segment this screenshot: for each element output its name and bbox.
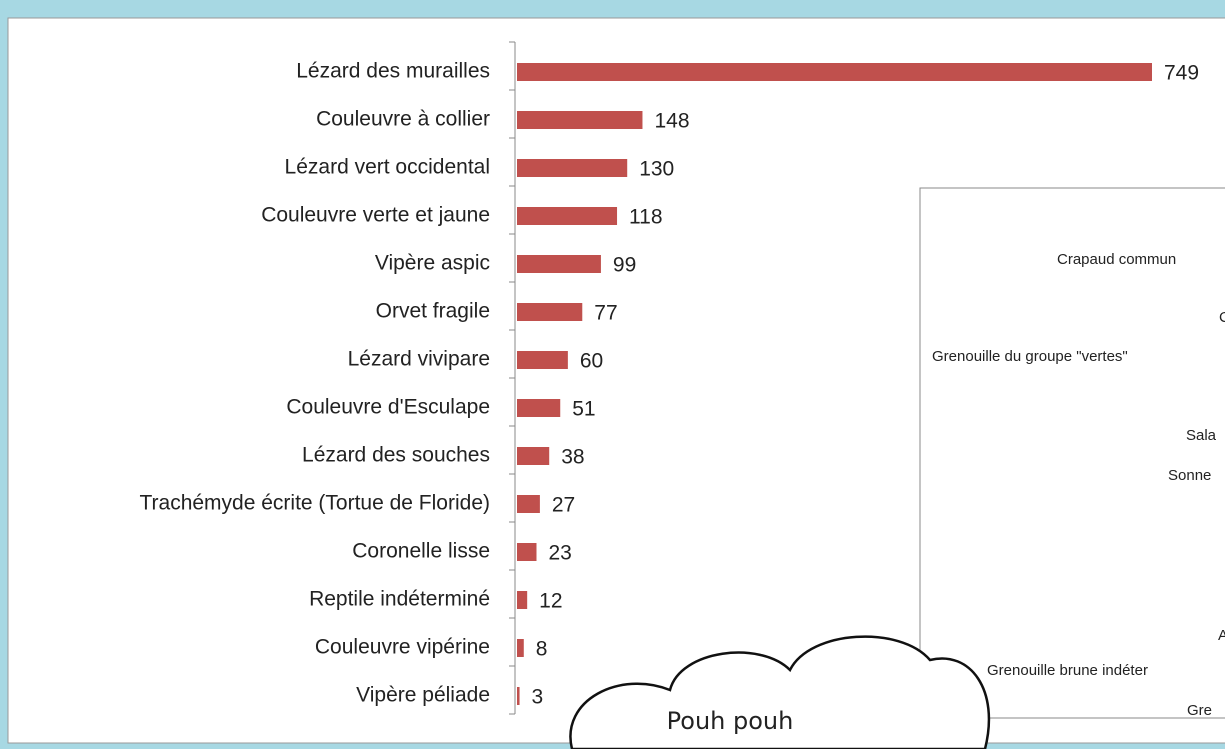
- bar: [517, 303, 582, 321]
- bar: [517, 255, 601, 273]
- bar: [517, 111, 642, 129]
- inset-label: A: [1218, 627, 1225, 644]
- bar: [517, 447, 549, 465]
- callout-text: Pouh pouh: [667, 707, 794, 735]
- inset-label: Sala: [1186, 427, 1217, 444]
- category-label: Vipère péliade: [356, 684, 490, 707]
- category-label: Lézard vivipare: [348, 348, 490, 371]
- bar: [517, 495, 540, 513]
- category-label: Trachémyde écrite (Tortue de Floride): [139, 492, 490, 515]
- category-label: Couleuvre verte et jaune: [261, 204, 490, 227]
- value-label: 12: [539, 590, 562, 613]
- value-label: 749: [1164, 62, 1199, 85]
- value-label: 60: [580, 350, 603, 373]
- category-label: Lézard des murailles: [296, 60, 490, 83]
- value-label: 23: [548, 542, 571, 565]
- value-label: 118: [629, 206, 662, 229]
- value-label: 27: [552, 494, 575, 517]
- category-label: Lézard vert occidental: [285, 156, 490, 179]
- inset-label: Crapaud commun: [1057, 251, 1176, 268]
- bar: [517, 159, 627, 177]
- inset-label: Gre: [1187, 702, 1212, 719]
- category-label: Couleuvre à collier: [316, 108, 490, 131]
- bar: [517, 543, 536, 561]
- category-label: Lézard des souches: [302, 444, 490, 467]
- inset-label: Grenouille du groupe "vertes": [932, 348, 1128, 365]
- bar: [517, 399, 560, 417]
- value-label: 3: [532, 686, 544, 709]
- value-label: 99: [613, 254, 636, 277]
- category-label: Reptile indéterminé: [309, 588, 490, 611]
- value-label: 77: [594, 302, 617, 325]
- bar: [517, 351, 568, 369]
- bar: [517, 207, 617, 225]
- category-label: Coronelle lisse: [352, 540, 490, 563]
- category-label: Orvet fragile: [376, 300, 490, 323]
- inset-label: Sonne: [1168, 467, 1211, 484]
- bar: [517, 639, 524, 657]
- bar: [517, 63, 1152, 81]
- value-label: 38: [561, 446, 584, 469]
- bar: [517, 687, 520, 705]
- value-label: 51: [572, 398, 595, 421]
- category-label: Couleuvre d'Esculape: [286, 396, 490, 419]
- category-label: Vipère aspic: [375, 252, 490, 275]
- value-label: 148: [654, 110, 689, 133]
- category-label: Couleuvre vipérine: [315, 636, 490, 659]
- inset-label: Grenouille brune indéter: [987, 662, 1148, 679]
- value-label: 130: [639, 158, 674, 181]
- screen: Lézard des murailles 749 Couleuvre à colli…: [0, 0, 1225, 749]
- inset-label: C: [1219, 309, 1225, 326]
- bar: [517, 591, 527, 609]
- value-label: 8: [536, 638, 548, 661]
